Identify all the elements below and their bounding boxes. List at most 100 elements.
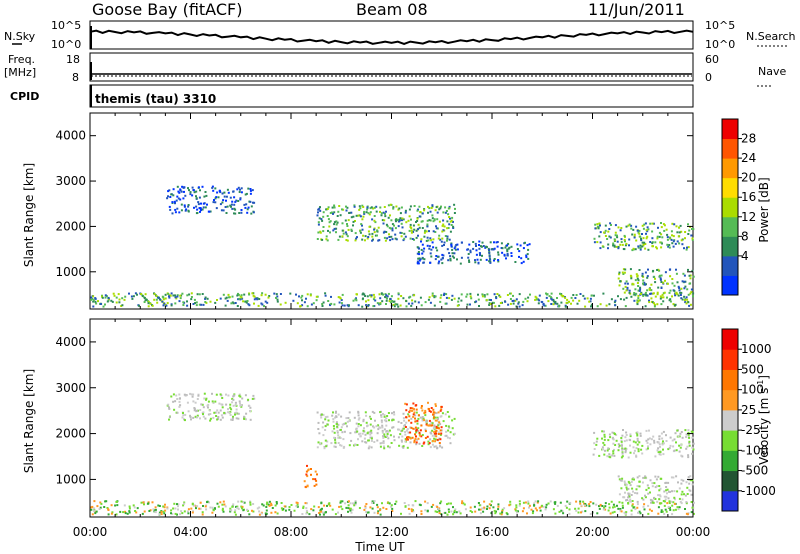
echo-cell: [690, 511, 693, 514]
echo-cell: [457, 300, 460, 303]
echo-cell: [319, 209, 322, 212]
echo-cell: [166, 302, 169, 305]
echo-cell: [426, 219, 429, 222]
echo-cell: [234, 509, 237, 512]
echo-cell: [115, 296, 118, 299]
echo-cell: [658, 231, 661, 234]
y-tick-label: 2000: [55, 219, 86, 233]
date-title: 11/Jun/2011: [588, 0, 685, 19]
echo-cell: [660, 502, 663, 505]
nsearch-tick-bottom: 10^0: [705, 38, 735, 51]
echo-cell: [515, 506, 518, 509]
echo-cell: [636, 443, 639, 446]
echo-cell: [379, 297, 382, 300]
echo-cell: [402, 218, 405, 221]
echo-cell: [472, 247, 475, 250]
echo-cell: [441, 253, 444, 256]
echo-cell: [99, 303, 102, 305]
echo-cell: [436, 211, 439, 214]
echo-cell: [347, 500, 350, 503]
echo-cell: [237, 417, 240, 420]
echo-cell: [531, 512, 534, 515]
echo-cell: [379, 513, 382, 516]
echo-cell: [493, 293, 496, 296]
echo-cell: [391, 419, 394, 422]
echo-cell: [623, 234, 626, 237]
echo-cell: [686, 445, 689, 448]
echo-cell: [353, 504, 356, 507]
echo-cell: [331, 414, 334, 417]
echo-cell: [372, 502, 375, 504]
echo-cell: [421, 257, 424, 260]
echo-cell: [660, 303, 663, 306]
echo-cell: [411, 409, 413, 412]
echo-cell: [683, 295, 686, 298]
echo-cell: [204, 191, 207, 193]
echo-cell: [391, 510, 394, 512]
echo-cell: [560, 301, 563, 304]
echo-cell: [637, 297, 640, 300]
echo-cell: [107, 513, 110, 516]
echo-cell: [588, 300, 591, 303]
echo-cell: [677, 435, 680, 438]
echo-cell: [288, 506, 291, 508]
echo-cell: [520, 262, 523, 265]
echo-cell: [488, 503, 491, 506]
echo-cell: [179, 513, 182, 516]
echo-cell: [385, 210, 387, 213]
echo-cell: [403, 427, 405, 430]
echo-cell: [658, 498, 661, 501]
echo-cell: [178, 191, 181, 194]
echo-cell: [641, 444, 644, 447]
echo-cell: [334, 441, 337, 444]
echo-cell: [360, 223, 363, 226]
echo-cell: [199, 210, 201, 213]
y-tick-label: 3000: [55, 174, 86, 188]
echo-cell: [668, 500, 671, 503]
echo-cell: [335, 423, 338, 426]
echo-cell: [576, 302, 579, 305]
echo-cell: [624, 244, 627, 247]
echo-cell: [615, 245, 618, 248]
echo-cell: [483, 294, 486, 297]
echo-cell: [154, 508, 157, 511]
echo-cell: [326, 415, 329, 418]
echo-cell: [671, 234, 673, 237]
echo-cell: [447, 227, 450, 229]
echo-cell: [383, 219, 386, 222]
power-ylabel: Slant Range [km]: [22, 163, 36, 267]
echo-cell: [433, 416, 435, 419]
echo-cell: [338, 301, 341, 304]
echo-cell: [417, 208, 419, 211]
echo-cell: [234, 412, 237, 414]
echo-cell: [313, 505, 316, 508]
echo-cell: [377, 239, 380, 242]
echo-cell: [666, 236, 669, 239]
echo-cell: [589, 501, 592, 503]
echo-cell: [332, 411, 334, 414]
x-tick-label: 12:00: [374, 525, 409, 539]
echo-cell: [630, 277, 633, 280]
echo-cell: [93, 500, 96, 503]
echo-cell: [624, 305, 627, 308]
echo-cell: [358, 507, 361, 509]
echo-cell: [364, 433, 367, 436]
echo-cell: [645, 237, 648, 240]
echo-cell: [345, 209, 348, 212]
echo-cell: [689, 479, 692, 482]
echo-cell: [366, 432, 369, 435]
echo-cell: [247, 187, 250, 190]
echo-cell: [606, 238, 609, 240]
echo-cell: [321, 303, 324, 305]
echo-cell: [636, 492, 639, 495]
echo-cell: [334, 438, 337, 441]
echo-cell: [348, 304, 350, 307]
power-panel-frame: [89, 112, 694, 310]
echo-cell: [405, 421, 408, 424]
echo-cell: [240, 187, 243, 190]
echo-cell: [418, 433, 421, 436]
echo-cell: [596, 512, 599, 515]
echo-cell: [646, 226, 649, 229]
echo-cell: [651, 230, 654, 233]
echo-cell: [364, 441, 367, 444]
